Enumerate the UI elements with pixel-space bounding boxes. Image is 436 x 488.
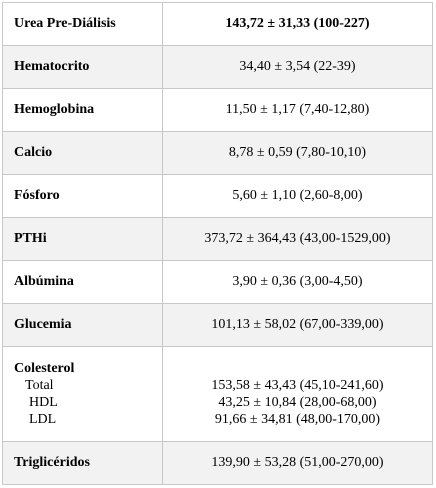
table-row: Triglicéridos 139,90 ± 53,28 (51,00-270,0… [2, 441, 433, 485]
row-label: Triglicéridos [2, 441, 163, 485]
row-label: Hematocrito [2, 45, 163, 89]
value-lines: 153,58 ± 43,43 (45,10-241,60) 43,25 ± 10,… [163, 360, 432, 428]
table-row: Hemoglobina 11,50 ± 1,17 (7,40-12,80) [2, 88, 433, 132]
row-value: 8,78 ± 0,59 (7,80-10,10) [162, 131, 433, 175]
row-label: Urea Pre-Diálisis [2, 2, 163, 46]
label-lines: Colesterol Total HDL LDL [14, 360, 162, 428]
table-row: Colesterol Total HDL LDL 153,58 ± 43,43 (45… [2, 346, 433, 442]
row-value: 153,58 ± 43,43 (45,10-241,60) 43,25 ± 10,… [162, 346, 433, 442]
row-label: Glucemia [2, 303, 163, 347]
data-table: Urea Pre-Diálisis 143,72 ± 31,33 (100-227… [2, 2, 433, 485]
table-row: Urea Pre-Diálisis 143,72 ± 31,33 (100-227… [2, 2, 433, 46]
table-row: PTHi 373,72 ± 364,43 (43,00-1529,00) [2, 217, 433, 261]
row-value: 34,40 ± 3,54 (22-39) [162, 45, 433, 89]
row-value: 373,72 ± 364,43 (43,00-1529,00) [162, 217, 433, 261]
sub-value: 91,66 ± 34,81 (48,00-170,00) [214, 412, 381, 427]
group-label: Colesterol [14, 361, 75, 376]
row-label: Colesterol Total HDL LDL [2, 346, 163, 442]
table-row: Fósforo 5,60 ± 1,10 (2,60-8,00) [2, 174, 433, 218]
row-value: 3,90 ± 0,36 (3,00-4,50) [162, 260, 433, 304]
row-value: 143,72 ± 31,33 (100-227) [162, 2, 433, 46]
sub-value: 153,58 ± 43,43 (45,10-241,60) [211, 378, 384, 393]
row-value: 101,13 ± 58,02 (67,00-339,00) [162, 303, 433, 347]
row-value: 139,90 ± 53,28 (51,00-270,00) [162, 441, 433, 485]
sub-label: HDL [29, 395, 58, 410]
row-value: 5,60 ± 1,10 (2,60-8,00) [162, 174, 433, 218]
table-row: Albúmina 3,90 ± 0,36 (3,00-4,50) [2, 260, 433, 304]
row-label: Hemoglobina [2, 88, 163, 132]
row-value: 11,50 ± 1,17 (7,40-12,80) [162, 88, 433, 132]
row-label: Calcio [2, 131, 163, 175]
row-label: Albúmina [2, 260, 163, 304]
sub-label: Total [25, 378, 54, 393]
sub-label: LDL [29, 412, 57, 427]
row-label: PTHi [2, 217, 163, 261]
spacer [163, 360, 432, 377]
table-row: Calcio 8,78 ± 0,59 (7,80-10,10) [2, 131, 433, 175]
table-row: Glucemia 101,13 ± 58,02 (67,00-339,00) [2, 303, 433, 347]
sub-value: 43,25 ± 10,84 (28,00-68,00) [218, 395, 377, 410]
table-row: Hematocrito 34,40 ± 3,54 (22-39) [2, 45, 433, 89]
row-label: Fósforo [2, 174, 163, 218]
